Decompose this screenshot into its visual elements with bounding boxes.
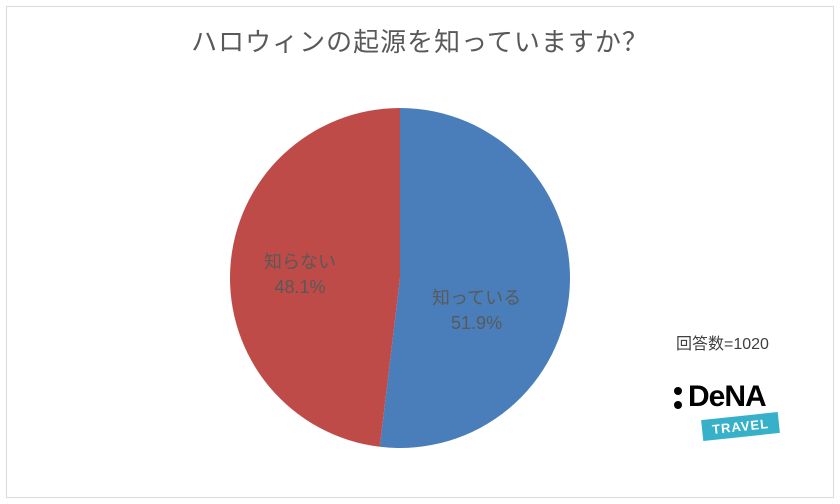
brand-name: DeNA (688, 380, 766, 413)
brand-logo-text: DeNA (674, 380, 804, 414)
pie-slice-label: 知っている51.9% (432, 286, 521, 336)
brand-sub-text: TRAVEL (701, 412, 780, 441)
chart-title: ハロウィンの起源を知っていますか？ (0, 22, 840, 59)
pie-slice (380, 108, 570, 448)
response-count: 回答数=1020 (676, 330, 769, 354)
brand-logo-sub: TRAVEL (702, 416, 804, 437)
logo-dots-icon (674, 383, 686, 413)
pie-slice-label: 知らない48.1% (264, 250, 336, 300)
brand-logo: DeNA TRAVEL (674, 380, 804, 450)
